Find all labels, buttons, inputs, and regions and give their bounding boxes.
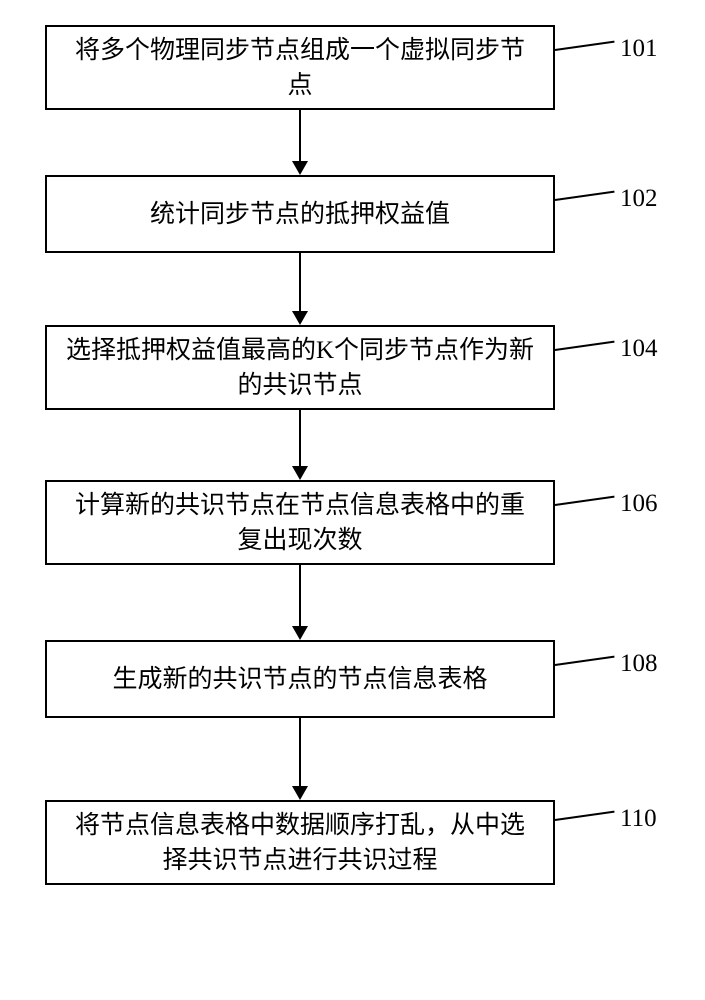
flow-label-4: 106 bbox=[620, 490, 658, 518]
arrow-line-3 bbox=[299, 410, 301, 466]
flow-label-2: 102 bbox=[620, 185, 658, 213]
flow-step-1: 将多个物理同步节点组成一个虚拟同步节 点 bbox=[45, 25, 555, 110]
flow-label-6: 110 bbox=[620, 805, 657, 833]
flow-step-2: 统计同步节点的抵押权益值 bbox=[45, 175, 555, 253]
arrow-line-2 bbox=[299, 253, 301, 311]
arrow-head-5 bbox=[292, 786, 308, 800]
arrow-head-2 bbox=[292, 311, 308, 325]
arrow-line-5 bbox=[299, 718, 301, 786]
label-connector-6 bbox=[555, 811, 615, 821]
label-connector-5 bbox=[555, 656, 615, 666]
arrow-head-1 bbox=[292, 161, 308, 175]
flow-step-6: 将节点信息表格中数据顺序打乱，从中选 择共识节点进行共识过程 bbox=[45, 800, 555, 885]
flow-step-5: 生成新的共识节点的节点信息表格 bbox=[45, 640, 555, 718]
arrow-line-1 bbox=[299, 110, 301, 161]
arrow-line-4 bbox=[299, 565, 301, 626]
label-connector-2 bbox=[555, 191, 615, 201]
arrow-head-3 bbox=[292, 466, 308, 480]
label-connector-4 bbox=[555, 496, 615, 506]
arrow-head-4 bbox=[292, 626, 308, 640]
flow-step-4: 计算新的共识节点在节点信息表格中的重 复出现次数 bbox=[45, 480, 555, 565]
flow-label-3: 104 bbox=[620, 335, 658, 363]
label-connector-3 bbox=[555, 341, 615, 351]
flow-label-1: 101 bbox=[620, 35, 658, 63]
flow-step-3: 选择抵押权益值最高的K个同步节点作为新 的共识节点 bbox=[45, 325, 555, 410]
flow-label-5: 108 bbox=[620, 650, 658, 678]
label-connector-1 bbox=[555, 41, 615, 51]
